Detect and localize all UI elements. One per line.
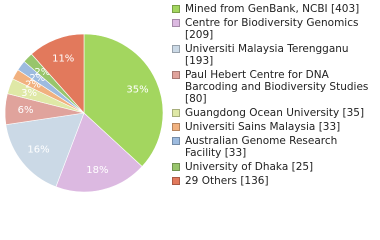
legend-label: 29 Others [136]: [185, 175, 269, 187]
legend: Mined from GenBank, NCBI [403] Centre for…: [172, 3, 376, 189]
pie-slice: [55, 112, 143, 193]
slice-label: 35%: [126, 85, 148, 96]
slice-label: 18%: [86, 165, 108, 176]
legend-label: Paul Hebert Centre for DNA Barcoding and…: [185, 69, 369, 105]
legend-swatch: [172, 19, 180, 27]
pie-slice: [83, 33, 164, 167]
legend-swatch: [172, 123, 180, 131]
legend-item: Australian Genome Research Facility [33]: [172, 135, 376, 159]
legend-item: University of Dhaka [25]: [172, 161, 376, 173]
legend-item: Paul Hebert Centre for DNA Barcoding and…: [172, 69, 376, 105]
legend-swatch: [172, 45, 180, 53]
legend-item: 29 Others [136]: [172, 175, 376, 187]
legend-swatch: [172, 137, 180, 145]
legend-swatch: [172, 177, 180, 185]
slice-label: 2%: [29, 73, 45, 84]
slice-label: 2%: [34, 67, 50, 78]
legend-item: Guangdong Ocean University [35]: [172, 107, 376, 119]
legend-label: Guangdong Ocean University [35]: [185, 107, 365, 119]
legend-item: Universiti Malaysia Terengganu [193]: [172, 43, 376, 67]
slice-label: 2%: [25, 79, 41, 90]
legend-label: University of Dhaka [25]: [185, 161, 314, 173]
slice-label: 11%: [52, 53, 74, 64]
legend-item: Mined from GenBank, NCBI [403]: [172, 3, 376, 15]
pie-slice: [31, 33, 85, 114]
legend-label: Mined from GenBank, NCBI [403]: [185, 3, 360, 15]
pie-slice: [5, 112, 85, 188]
slice-label: 6%: [18, 105, 34, 116]
legend-swatch: [172, 109, 180, 117]
legend-swatch: [172, 71, 180, 79]
legend-item: Universiti Sains Malaysia [33]: [172, 121, 376, 133]
legend-label: Universiti Malaysia Terengganu [193]: [185, 43, 349, 67]
legend-item: Centre for Biodiversity Genomics [209]: [172, 17, 376, 41]
slice-label: 3%: [21, 88, 37, 99]
legend-swatch: [172, 5, 180, 13]
legend-label: Centre for Biodiversity Genomics [209]: [185, 17, 359, 41]
legend-swatch: [172, 163, 180, 171]
legend-label: Universiti Sains Malaysia [33]: [185, 121, 341, 133]
pie: 35%18%16%6%3%2%2%2%11%: [4, 33, 164, 193]
slice-label: 16%: [27, 145, 49, 156]
legend-label: Australian Genome Research Facility [33]: [185, 135, 338, 159]
